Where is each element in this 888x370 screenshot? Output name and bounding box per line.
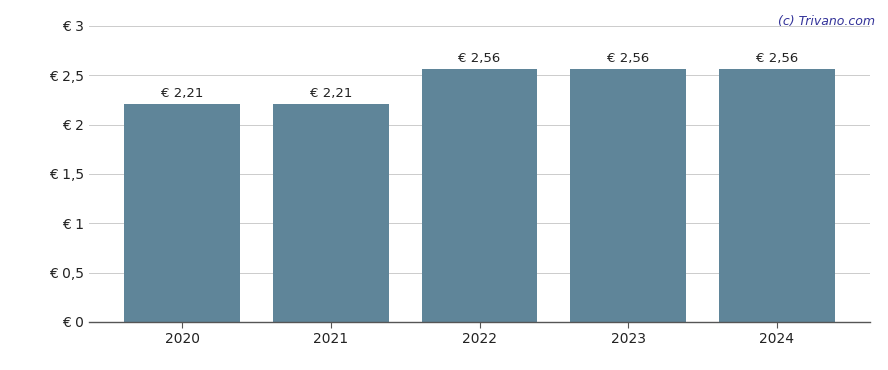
Bar	[570, 69, 686, 322]
Bar	[124, 104, 241, 322]
Text: € 2,21: € 2,21	[161, 87, 203, 100]
Bar	[718, 69, 835, 322]
Bar	[422, 69, 537, 322]
Text: (c) Trivano.com: (c) Trivano.com	[778, 15, 875, 28]
Text: € 2,56: € 2,56	[458, 53, 501, 65]
Text: € 2,21: € 2,21	[310, 87, 352, 100]
Text: € 2,56: € 2,56	[756, 53, 798, 65]
Text: € 2,56: € 2,56	[607, 53, 649, 65]
Bar	[273, 104, 389, 322]
